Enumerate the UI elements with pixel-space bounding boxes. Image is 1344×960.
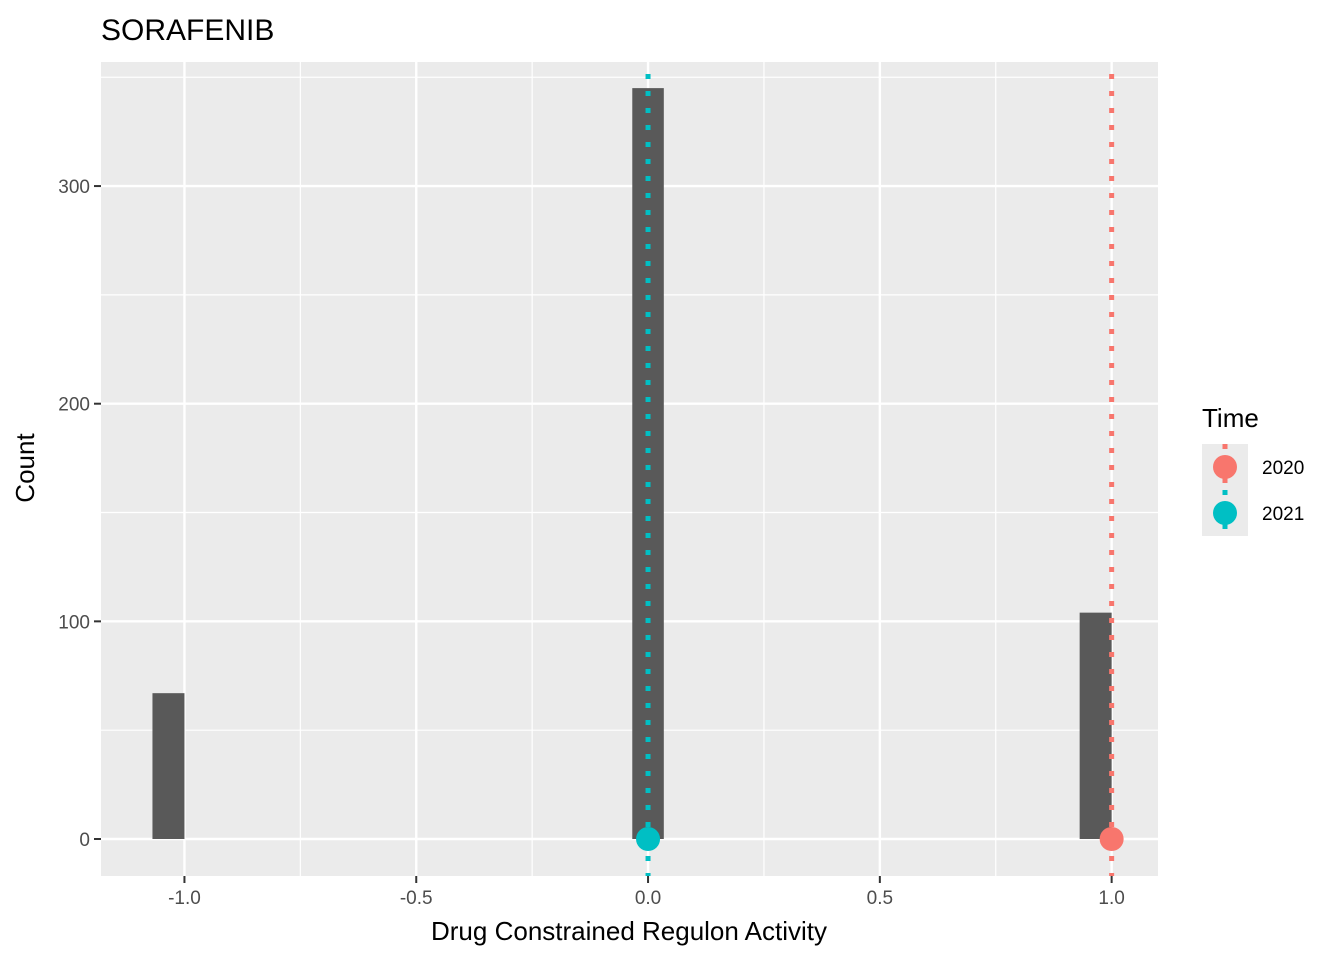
legend: Time 2020 2021 — [1202, 403, 1304, 536]
x-tick-label: -1.0 — [168, 888, 201, 909]
x-tick-label: 0.0 — [635, 888, 661, 909]
legend-title: Time — [1202, 403, 1259, 433]
histogram-bar — [632, 88, 664, 839]
time-point-2021 — [636, 827, 661, 851]
x-tick-label: -0.5 — [400, 888, 433, 909]
x-tick-label: 1.0 — [1098, 888, 1124, 909]
y-tick-label: 0 — [79, 830, 90, 851]
y-tick-label: 100 — [58, 612, 90, 633]
histogram-bar — [1079, 612, 1112, 839]
legend-label-2021: 2021 — [1262, 504, 1304, 525]
plot-panel — [101, 62, 1158, 876]
y-tick-label: 200 — [58, 395, 90, 416]
y-axis-title: Count — [10, 433, 40, 503]
legend-label-2020: 2020 — [1262, 458, 1304, 479]
x-axis-title: Drug Constrained Regulon Activity — [431, 916, 827, 946]
y-axis: 0 100 200 300 — [58, 177, 101, 851]
legend-swatch-2020 — [1213, 455, 1237, 479]
y-tick-label: 300 — [58, 177, 90, 198]
time-points — [636, 827, 1124, 851]
legend-swatch-2021 — [1213, 501, 1237, 525]
chart-title: SORAFENIB — [101, 14, 274, 47]
x-axis: -1.0 -0.5 0.0 0.5 1.0 — [168, 876, 1125, 909]
histogram-bar — [152, 693, 185, 839]
time-point-2020 — [1099, 827, 1124, 851]
x-tick-label: 0.5 — [867, 888, 893, 909]
minor-gridlines — [101, 62, 1158, 876]
